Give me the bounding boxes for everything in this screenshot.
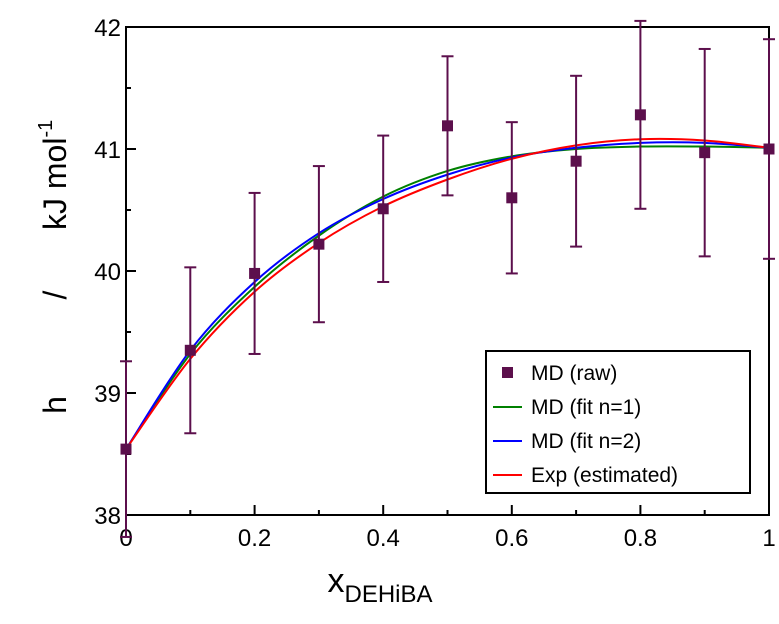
y-tick-label: 41: [94, 137, 121, 164]
x-tick-label: 0: [119, 525, 132, 552]
y-axis-label-unit: kJ mol: [37, 138, 73, 230]
x-axis-label-sub: DEHiBA: [344, 581, 432, 608]
x-tick-label: 0.8: [624, 525, 657, 552]
data-point: [570, 155, 582, 167]
legend-box: [485, 350, 751, 494]
data-point: [442, 120, 453, 132]
y-axis-label: h / kJ mol-1: [35, 120, 73, 414]
x-axis-label: xDEHiBA: [327, 562, 432, 608]
x-axis-ticks: 0 0.2 0.4 0.6 0.8 1: [119, 505, 776, 552]
series-line: [125, 137, 770, 450]
legend-label-fit-n1: MD (fit n=1): [531, 396, 641, 419]
data-point: [634, 109, 646, 121]
data-point: [377, 203, 389, 215]
y-axis-label-symbol: h: [37, 396, 73, 414]
y-axis-label-separator: /: [37, 290, 73, 299]
y-axis-label-exponent: -1: [35, 120, 57, 138]
data-point: [506, 192, 518, 204]
data-point: [699, 147, 711, 159]
x-tick-label: 0.6: [495, 525, 528, 552]
legend-label-md-raw: MD (raw): [531, 362, 617, 385]
legend: MD (raw) MD (fit n=1) MD (fit n=2) Exp (…: [485, 350, 751, 494]
series-line: [125, 145, 770, 450]
x-tick-label: 0.4: [367, 525, 400, 552]
y-tick-label: 39: [94, 381, 121, 408]
x-tick-label: 0.2: [238, 525, 271, 552]
x-tick-label: 1: [762, 525, 775, 552]
data-point: [763, 143, 775, 155]
data-point: [184, 344, 196, 356]
fit-lines: [125, 137, 770, 450]
legend-label-fit-n2: MD (fit n=2): [531, 430, 641, 453]
y-tick-label: 38: [94, 503, 121, 530]
legend-marker-md-raw: [502, 367, 513, 378]
x-axis-label-main: x: [327, 562, 344, 600]
y-tick-label: 40: [94, 259, 121, 286]
data-points: [120, 109, 775, 455]
data-point: [249, 267, 261, 279]
data-point: [313, 238, 325, 250]
y-axis-ticks: 38 39 40 41 42: [94, 15, 136, 530]
y-tick-label: 42: [94, 15, 121, 42]
legend-label-exp: Exp (estimated): [531, 464, 678, 487]
data-point: [120, 443, 132, 455]
y-axis-label-unit-group: kJ mol-1: [35, 120, 73, 230]
series-line: [125, 141, 770, 450]
